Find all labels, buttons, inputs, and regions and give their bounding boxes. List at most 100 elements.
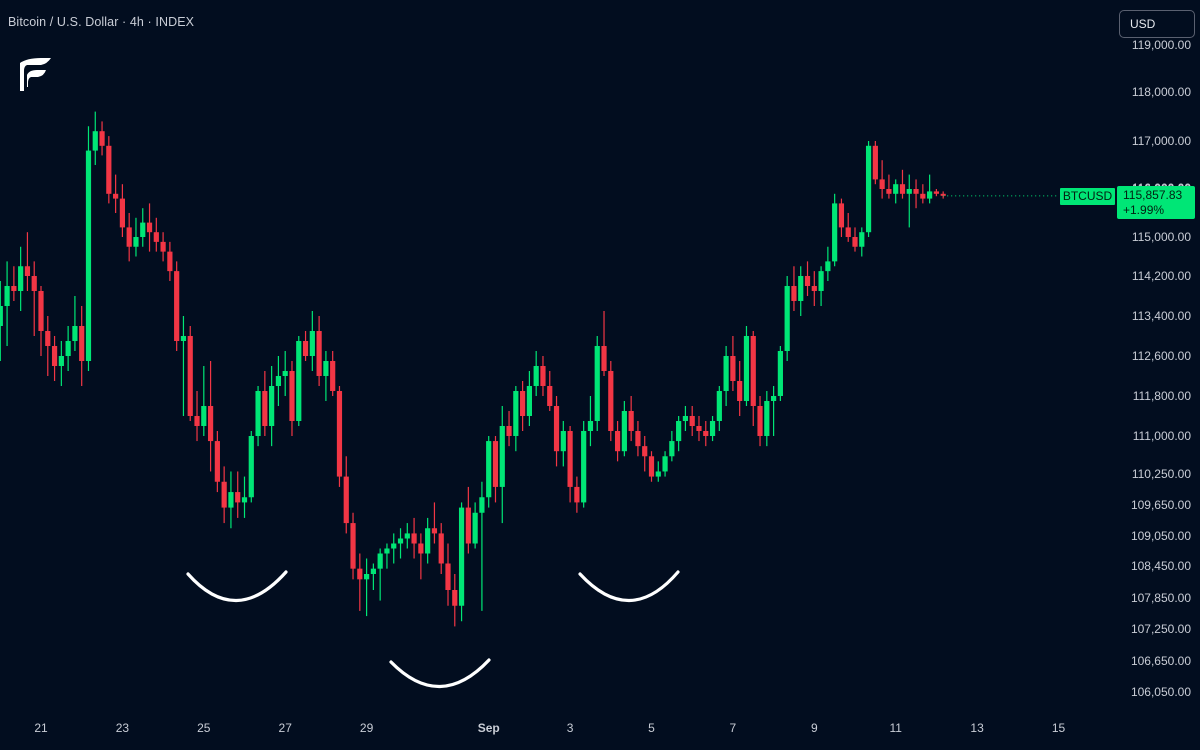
candle[interactable] <box>431 502 438 544</box>
candle[interactable] <box>669 431 675 462</box>
candle[interactable] <box>207 361 214 472</box>
candle[interactable] <box>458 502 465 622</box>
candle[interactable] <box>676 416 682 452</box>
candle[interactable] <box>906 174 912 228</box>
candle[interactable] <box>852 227 858 252</box>
candle[interactable] <box>499 406 505 524</box>
candle[interactable] <box>927 174 933 204</box>
candle[interactable] <box>126 213 132 262</box>
candle[interactable] <box>614 421 621 462</box>
candle[interactable] <box>764 391 770 447</box>
candle[interactable] <box>452 574 458 627</box>
candle[interactable] <box>899 169 906 199</box>
candle[interactable] <box>872 141 878 185</box>
candle[interactable] <box>825 246 831 281</box>
candle[interactable] <box>269 366 275 447</box>
candle[interactable] <box>214 431 220 493</box>
candle[interactable] <box>31 261 37 336</box>
candle[interactable] <box>655 461 661 482</box>
candle[interactable] <box>323 351 329 401</box>
candle[interactable] <box>581 421 587 508</box>
candle[interactable] <box>180 316 187 416</box>
candle[interactable] <box>553 396 560 467</box>
candle[interactable] <box>248 431 254 503</box>
candle[interactable] <box>642 436 648 472</box>
candle[interactable] <box>11 266 17 301</box>
candle[interactable] <box>567 426 573 503</box>
candle[interactable] <box>411 517 417 559</box>
candle[interactable] <box>886 174 892 199</box>
price-axis[interactable]: 119,000.00118,000.00117,000.00116,000.00… <box>1131 38 1191 699</box>
candle[interactable] <box>472 502 478 549</box>
candle[interactable] <box>574 476 580 513</box>
candle[interactable] <box>221 466 227 524</box>
candle[interactable] <box>153 217 159 252</box>
candle[interactable] <box>289 361 295 436</box>
candle[interactable] <box>696 416 702 442</box>
candle[interactable] <box>723 346 729 406</box>
candle[interactable] <box>275 356 282 406</box>
candle[interactable] <box>336 386 343 487</box>
candle[interactable] <box>79 306 85 386</box>
candle[interactable] <box>757 396 763 447</box>
candle[interactable] <box>865 141 872 237</box>
candle[interactable] <box>648 451 655 482</box>
candle[interactable] <box>357 553 363 611</box>
candle[interactable] <box>384 543 390 569</box>
candle[interactable] <box>58 341 64 386</box>
candle[interactable] <box>777 346 783 401</box>
candle[interactable] <box>18 246 24 311</box>
candle[interactable] <box>845 213 851 242</box>
candle[interactable] <box>72 296 78 351</box>
candle[interactable] <box>506 411 512 447</box>
candle[interactable] <box>167 241 173 281</box>
candle[interactable] <box>418 533 424 580</box>
candle[interactable] <box>703 421 709 447</box>
candle[interactable] <box>771 386 777 436</box>
candle[interactable] <box>364 558 370 617</box>
candle[interactable] <box>45 316 51 376</box>
candle[interactable] <box>601 311 607 376</box>
candle[interactable] <box>425 517 431 564</box>
candle[interactable] <box>933 189 939 197</box>
candle[interactable] <box>174 261 180 351</box>
candle[interactable] <box>51 336 58 381</box>
candle[interactable] <box>920 184 926 204</box>
candle[interactable] <box>302 331 309 361</box>
candle[interactable] <box>682 406 689 431</box>
candle[interactable] <box>255 386 261 447</box>
candle[interactable] <box>241 476 248 518</box>
candle[interactable] <box>838 198 845 237</box>
candle[interactable] <box>540 356 546 396</box>
candle[interactable] <box>24 232 31 291</box>
candle[interactable] <box>92 111 98 165</box>
candle[interactable] <box>913 179 919 209</box>
candle[interactable] <box>133 217 139 257</box>
candle[interactable] <box>350 512 356 580</box>
candle[interactable] <box>662 451 668 477</box>
candle[interactable] <box>377 548 383 601</box>
candle[interactable] <box>160 232 166 262</box>
candle[interactable] <box>38 286 44 356</box>
candle[interactable] <box>709 416 716 442</box>
candle[interactable] <box>526 371 532 426</box>
candle[interactable] <box>791 266 797 311</box>
candle[interactable] <box>492 436 499 503</box>
candle[interactable] <box>784 276 790 361</box>
candle[interactable] <box>201 366 207 436</box>
candle[interactable] <box>587 396 594 447</box>
candle[interactable] <box>811 271 817 306</box>
candle[interactable] <box>397 528 404 559</box>
candle[interactable] <box>187 326 193 421</box>
candle[interactable] <box>343 456 349 534</box>
candle[interactable] <box>465 486 471 554</box>
candle[interactable] <box>330 351 336 396</box>
candle[interactable] <box>486 436 492 508</box>
candle[interactable] <box>113 174 119 213</box>
candle[interactable] <box>99 121 105 156</box>
candle[interactable] <box>404 523 410 549</box>
candle[interactable] <box>309 311 315 371</box>
candle[interactable] <box>716 386 722 431</box>
candle[interactable] <box>85 126 92 371</box>
